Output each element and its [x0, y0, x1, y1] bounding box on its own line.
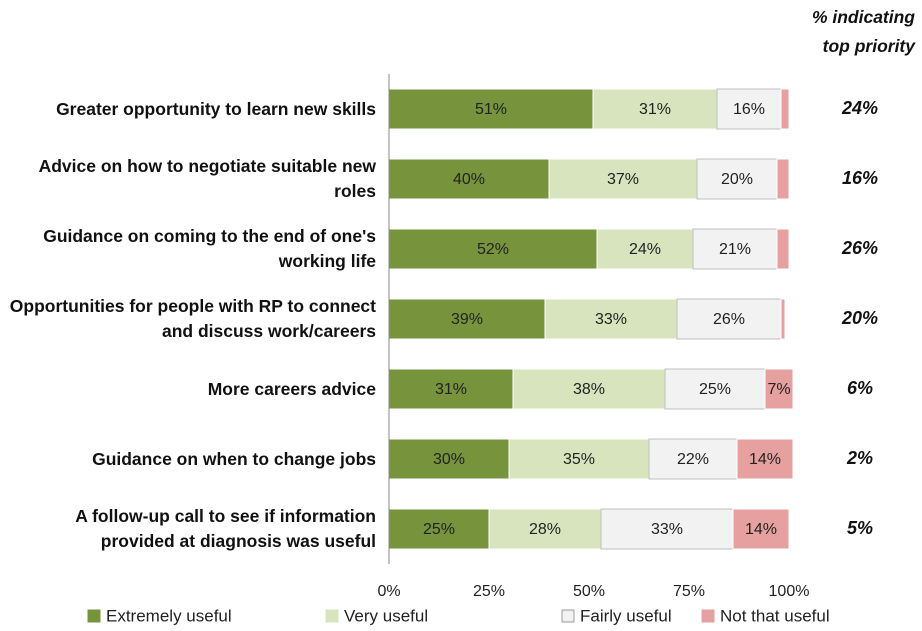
data-label: 14%	[749, 451, 781, 468]
legend-label: Not that useful	[720, 606, 830, 625]
priority-value: 26%	[841, 238, 879, 258]
data-label: 33%	[595, 311, 627, 328]
data-label: 21%	[719, 241, 751, 258]
bar-segment	[648, 438, 738, 480]
data-label: 25%	[423, 521, 455, 538]
category-label: Guidance on when to change jobs	[92, 448, 376, 469]
data-label: 31%	[639, 101, 671, 118]
data-label: 40%	[453, 171, 485, 188]
data-label: 52%	[477, 241, 509, 258]
data-label: 20%	[721, 171, 753, 188]
x-tick-label: 100%	[769, 583, 810, 600]
bar-segment	[664, 368, 766, 410]
data-label: 28%	[529, 521, 561, 538]
legend-swatch	[561, 609, 575, 623]
data-label: 26%	[713, 311, 745, 328]
data-label: 38%	[573, 381, 605, 398]
priority-value: 2%	[846, 448, 873, 468]
bar-segment	[736, 438, 794, 480]
bar-segment	[512, 368, 666, 410]
legend-label: Extremely useful	[106, 606, 232, 625]
category-label: A follow-up call to see if information p…	[75, 506, 376, 551]
data-label: 24%	[629, 241, 661, 258]
bar-segment	[548, 158, 698, 200]
data-label: 14%	[745, 521, 777, 538]
priority-value: 5%	[846, 518, 873, 538]
category-label: Guidance on coming to the end of one's w…	[43, 226, 376, 271]
data-label: 30%	[433, 451, 465, 468]
data-label: 35%	[563, 451, 595, 468]
bar-segment	[544, 298, 678, 340]
legend-swatch	[701, 609, 715, 623]
bar-segment	[780, 298, 786, 340]
bar-segment	[388, 368, 514, 410]
legend-swatch	[87, 609, 101, 623]
x-tick-label: 25%	[473, 583, 505, 600]
bar-segment	[600, 508, 734, 550]
data-label: 16%	[733, 101, 765, 118]
data-label: 51%	[475, 101, 507, 118]
data-label: 33%	[651, 521, 683, 538]
data-label: 7%	[767, 381, 790, 398]
data-label: 22%	[677, 451, 709, 468]
x-tick-label: 0%	[377, 583, 400, 600]
legend-label: Fairly useful	[580, 606, 672, 625]
data-label: 31%	[435, 381, 467, 398]
bar-segment	[488, 508, 602, 550]
bar-segment	[388, 438, 510, 480]
legend-swatch	[325, 609, 339, 623]
bar-segment	[508, 438, 650, 480]
legend-label: Very useful	[344, 606, 428, 625]
category-label: Greater opportunity to learn new skills	[56, 98, 376, 119]
bar-segment	[764, 368, 794, 410]
bar-segment	[676, 298, 782, 340]
bar-segment	[596, 228, 694, 270]
priority-value: 16%	[841, 168, 879, 188]
bar-segment	[776, 228, 790, 270]
bar-segment	[780, 88, 790, 130]
bar-segment	[696, 158, 778, 200]
priority-title: % indicating top priority	[811, 7, 915, 56]
bar-segment	[716, 88, 782, 130]
category-label: Advice on how to negotiate suitable new …	[38, 156, 376, 201]
priority-value: 24%	[841, 98, 879, 118]
priority-value: 20%	[841, 308, 879, 328]
x-tick-label: 50%	[573, 583, 605, 600]
category-label: More careers advice	[207, 378, 376, 399]
data-label: 37%	[607, 171, 639, 188]
category-label: Opportunities for people with RP to conn…	[9, 296, 376, 341]
bar-segment	[776, 158, 790, 200]
priority-value: 6%	[846, 378, 873, 398]
bar-segment	[388, 88, 594, 130]
data-label: 25%	[699, 381, 731, 398]
bar-segment	[592, 88, 718, 130]
x-tick-label: 75%	[673, 583, 705, 600]
bar-segment	[388, 228, 598, 270]
data-label: 39%	[451, 311, 483, 328]
bar-segment	[732, 508, 790, 550]
